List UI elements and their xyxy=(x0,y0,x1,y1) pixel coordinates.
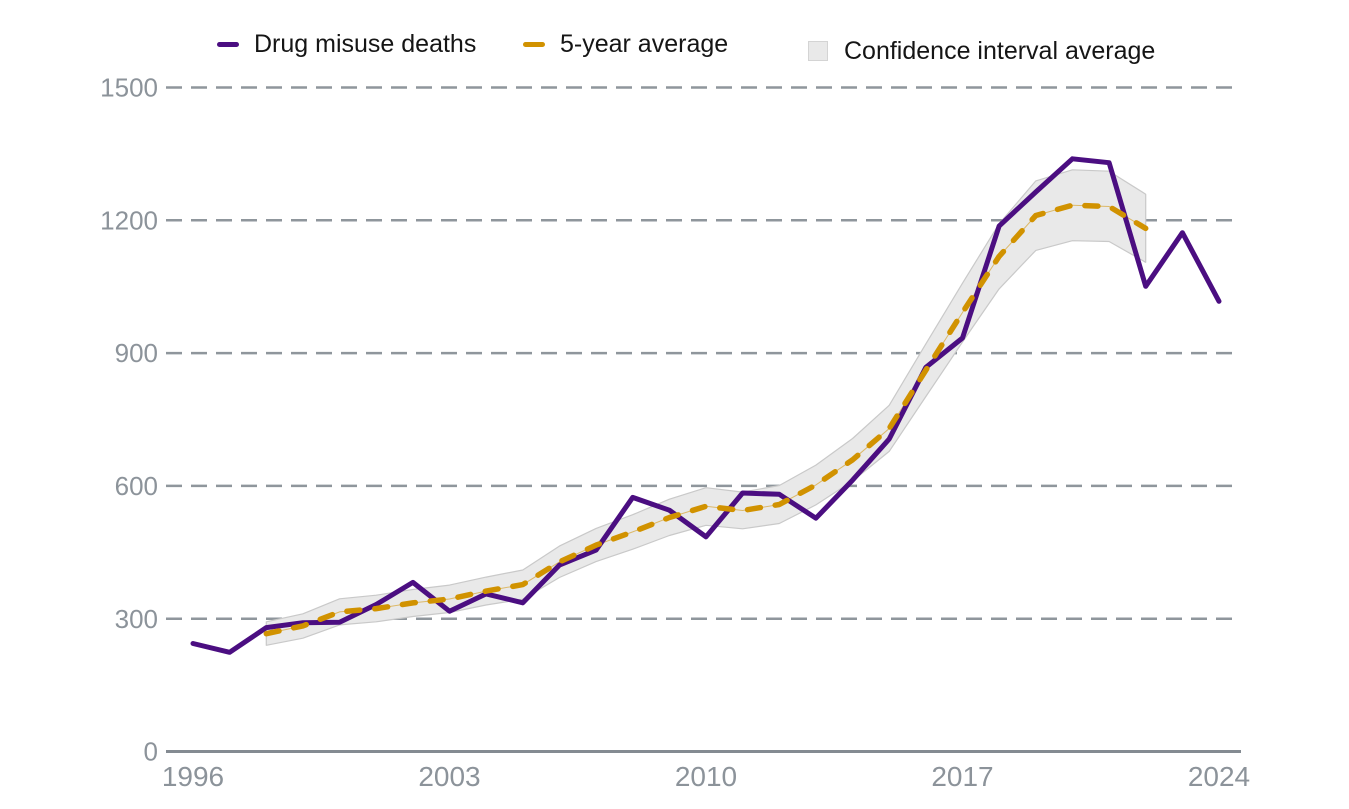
x-tick-label-2024: 2024 xyxy=(1188,761,1250,792)
five-year-average-line xyxy=(263,202,1149,637)
y-tick-label-600: 600 xyxy=(115,471,158,501)
y-tick-label-1500: 1500 xyxy=(100,73,158,103)
x-tick-label-1996: 1996 xyxy=(162,761,224,792)
legend-item-label: Confidence interval average xyxy=(844,37,1156,65)
confidence-interval-legend-marker-icon xyxy=(808,41,828,62)
y-tick-label-900: 900 xyxy=(115,338,158,368)
legend-item-label: Drug misuse deaths xyxy=(254,30,477,58)
x-tick-label-2003: 2003 xyxy=(418,761,480,792)
y-tick-label-0: 0 xyxy=(144,737,158,767)
drug-misuse-deaths-line xyxy=(190,156,1222,655)
y-tick-label-1200: 1200 xyxy=(100,205,158,235)
legend-item-label: 5-year average xyxy=(560,30,729,58)
legend-item-confidence-interval: Confidence interval average xyxy=(808,37,1155,66)
legend-item-drug-misuse-deaths: Drug misuse deaths xyxy=(217,30,476,59)
drug-misuse-deaths-legend-marker-icon xyxy=(217,41,239,47)
y-tick-label-300: 300 xyxy=(115,604,158,634)
five-year-average-legend-marker-icon xyxy=(523,41,545,47)
x-tick-label-2017: 2017 xyxy=(931,761,993,792)
x-tick-label-2010: 2010 xyxy=(675,761,737,792)
legend-item-five-year-average: 5-year average xyxy=(523,30,728,59)
